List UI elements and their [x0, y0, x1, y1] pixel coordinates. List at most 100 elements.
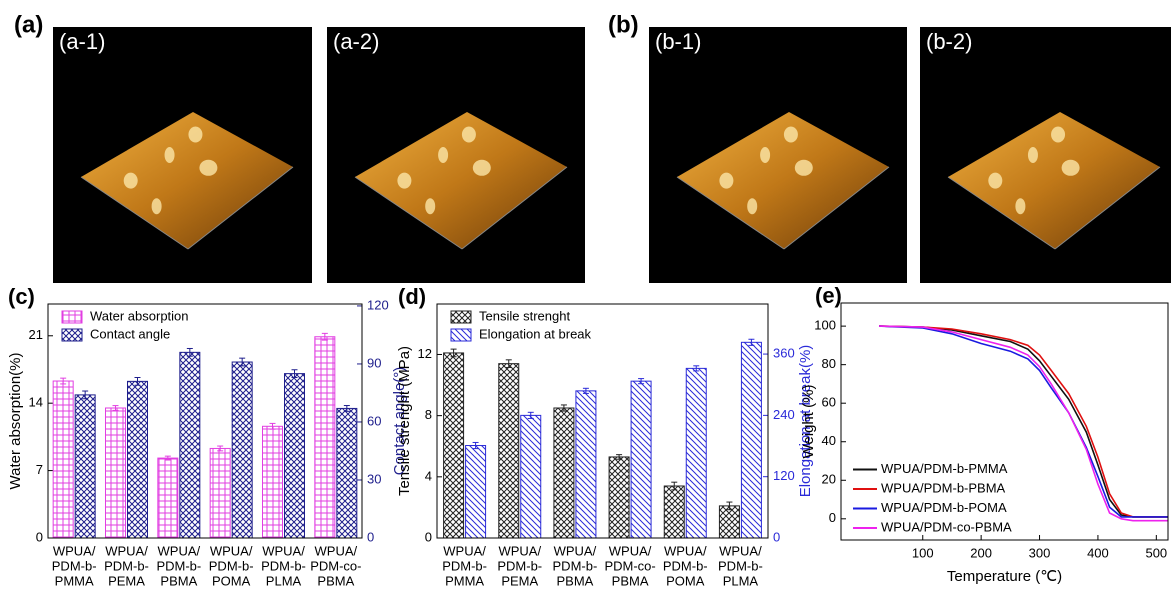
- x-tick-label: PDM-b-: [261, 558, 306, 573]
- afm-peak: [165, 147, 175, 163]
- x-tick-label: PMMA: [445, 573, 484, 588]
- y2-tick-label: 360: [773, 346, 795, 361]
- afm-peak: [784, 127, 798, 143]
- y-tick-label: 100: [814, 318, 836, 333]
- x-tick-label: PMMA: [55, 573, 94, 588]
- x-tick-label: PBMA: [317, 573, 354, 588]
- bar: [232, 362, 252, 538]
- x-tick-label: WPUA/: [262, 543, 305, 558]
- x-tick-label: PDM-b-: [52, 558, 97, 573]
- x-tick-label: POMA: [666, 573, 705, 588]
- y-tick-label: 21: [29, 327, 43, 342]
- afm-peak: [124, 173, 138, 189]
- legend-label: Tensile strenght: [479, 308, 570, 323]
- x-tick-label: WPUA/: [443, 543, 486, 558]
- legend-swatch: [62, 329, 82, 341]
- bar: [444, 353, 464, 538]
- y-tick-label: 80: [822, 356, 836, 371]
- x-tick-label: PBMA: [160, 573, 197, 588]
- panel-label: (a): [14, 11, 43, 38]
- bar: [210, 448, 230, 538]
- legend-label: WPUA/PDM-b-PBMA: [881, 480, 1006, 495]
- y-tick-label: 60: [822, 395, 836, 410]
- legend-label: Elongation at break: [479, 326, 592, 341]
- bar: [499, 364, 519, 538]
- x-tick-label: PDM-co-: [310, 558, 361, 573]
- bar: [686, 368, 706, 538]
- y-tick-label: 14: [29, 395, 43, 410]
- panel-label: (b-2): [926, 29, 972, 54]
- x-tick-label: WPUA/: [609, 543, 652, 558]
- bar: [631, 381, 651, 538]
- y2-tick-label: 90: [367, 355, 381, 370]
- legend-label: WPUA/PDM-b-POMA: [881, 500, 1007, 515]
- y-tick-label: 0: [829, 510, 836, 525]
- x-tick-label: 200: [970, 545, 992, 560]
- x-tick-label: WPUA/: [210, 543, 253, 558]
- x-tick-label: WPUA/: [664, 543, 707, 558]
- x-tick-label: PBMA: [556, 573, 593, 588]
- y-tick-label: 4: [425, 468, 432, 483]
- x-axis-label: Temperature (℃): [947, 568, 1062, 585]
- panel-label: (b): [608, 11, 639, 38]
- x-tick-label: PDM-b-: [553, 558, 598, 573]
- afm-peak: [1051, 127, 1065, 143]
- panel-label: (b-1): [655, 29, 701, 54]
- bar: [521, 415, 541, 538]
- x-tick-label: PBMA: [612, 573, 649, 588]
- y-axis-label: Water absorption(%): [7, 353, 24, 490]
- legend-swatch: [62, 311, 82, 323]
- y2-tick-label: 0: [773, 529, 780, 544]
- bar: [180, 352, 200, 538]
- x-tick-label: 400: [1087, 545, 1109, 560]
- afm-peak: [719, 173, 733, 189]
- x-tick-label: PEMA: [108, 573, 145, 588]
- panel-label: (a-2): [333, 29, 379, 54]
- afm-peak: [473, 160, 491, 176]
- x-tick-label: WPUA/: [315, 543, 358, 558]
- x-tick-label: PEMA: [501, 573, 538, 588]
- bar: [664, 486, 684, 538]
- y2-tick-label: 120: [367, 297, 389, 312]
- y-tick-label: 40: [822, 433, 836, 448]
- bar: [53, 381, 73, 538]
- panel-label: (c): [8, 284, 35, 309]
- x-tick-label: PLMA: [723, 573, 759, 588]
- x-tick-label: PDM-b-: [718, 558, 763, 573]
- x-tick-label: PDM-b-: [442, 558, 487, 573]
- bar: [315, 337, 335, 538]
- x-tick-label: PLMA: [266, 573, 302, 588]
- x-tick-label: WPUA/: [719, 543, 762, 558]
- bar: [466, 446, 486, 538]
- panel-label: (d): [398, 284, 426, 309]
- bar: [337, 408, 357, 538]
- x-tick-label: PDM-b-: [209, 558, 254, 573]
- bar: [158, 458, 178, 538]
- legend-swatch: [451, 329, 471, 341]
- legend-label: Water absorption: [90, 308, 189, 323]
- afm-peak: [795, 160, 813, 176]
- legend-label: Contact angle: [90, 326, 170, 341]
- legend-label: WPUA/PDM-b-PMMA: [881, 461, 1008, 476]
- bar: [576, 391, 596, 538]
- y2-tick-label: 60: [367, 413, 381, 428]
- afm-peak: [199, 160, 217, 176]
- bar: [285, 374, 305, 538]
- bar: [75, 395, 95, 538]
- y-tick-label: 20: [822, 472, 836, 487]
- bar: [128, 381, 148, 538]
- panel-label: (e): [815, 283, 842, 308]
- bar: [106, 408, 126, 538]
- panel-label: (a-1): [59, 29, 105, 54]
- afm-peak: [760, 147, 770, 163]
- x-tick-label: PDM-b-: [497, 558, 542, 573]
- x-tick-label: WPUA/: [158, 543, 201, 558]
- y-axis-label: Tensile strenght (MPa): [396, 346, 413, 496]
- x-tick-label: 100: [912, 545, 934, 560]
- x-tick-label: PDM-b-: [156, 558, 201, 573]
- bar: [609, 457, 629, 538]
- y2-tick-label: 120: [773, 468, 795, 483]
- afm-peak: [988, 173, 1002, 189]
- x-tick-label: PDM-b-: [104, 558, 149, 573]
- y2-tick-label: 30: [367, 471, 381, 486]
